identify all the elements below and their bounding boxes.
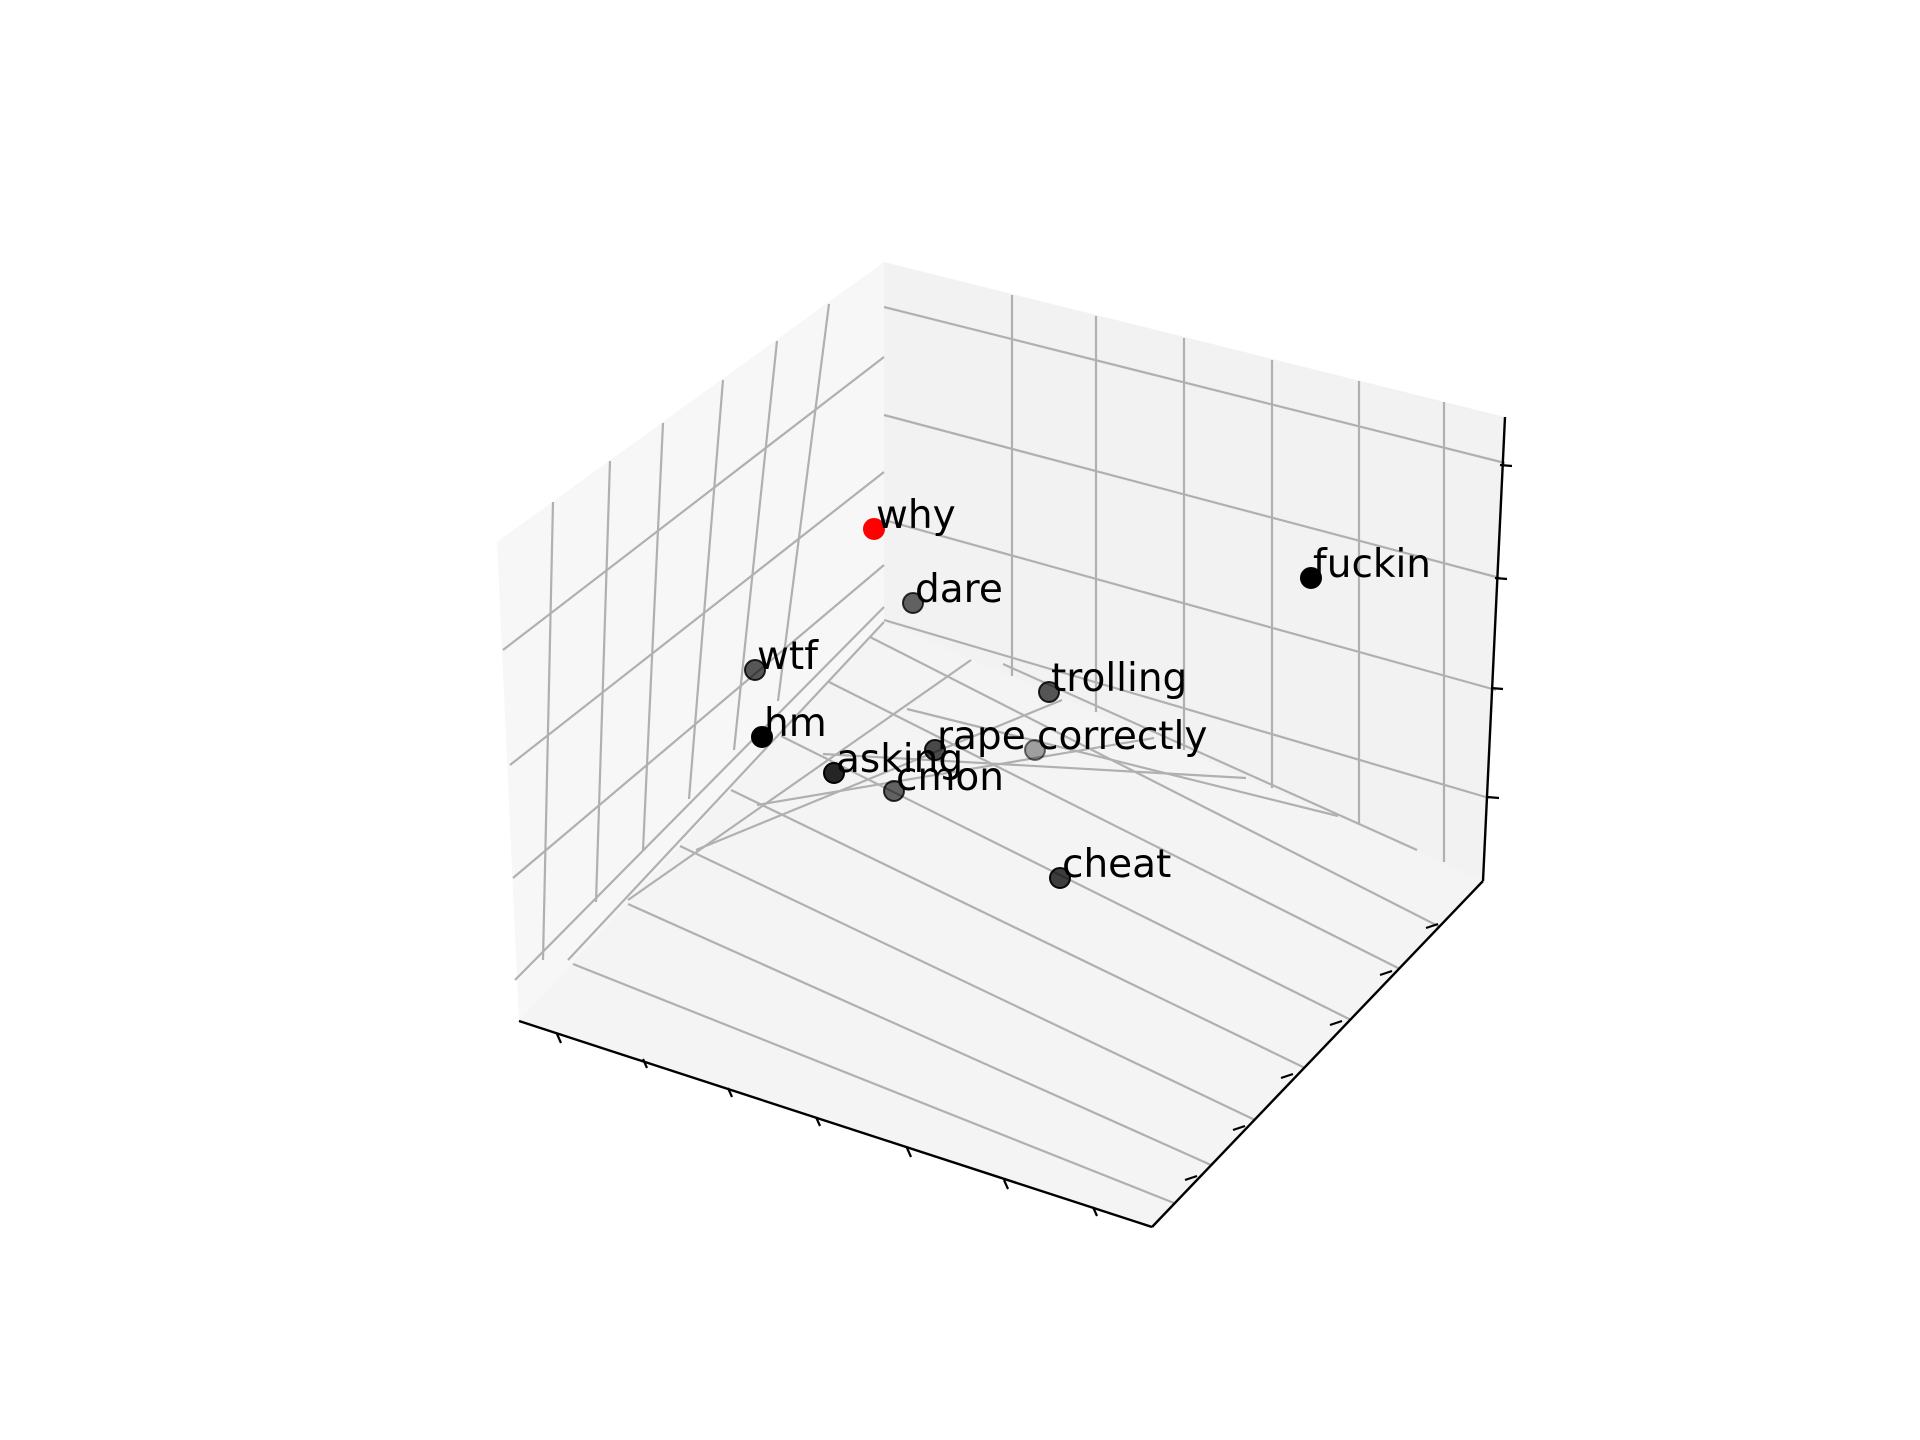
point-dare: dare [902,567,1003,614]
point-label-dare: dare [915,567,1003,612]
x-axis-tick-0 [555,1033,563,1044]
point-fuckin: fuckin [1300,542,1431,589]
left-pane-vgrid-3 [687,379,725,800]
point-cmon: cmon [883,755,1004,802]
x-axis-line [518,1019,1153,1229]
left-pane-hgrid-2 [512,564,885,879]
point-marker-wtf [744,659,766,681]
point-label-trolling: trolling [1051,656,1187,701]
x-axis-tick-1 [641,1058,649,1069]
x-axis-tick-2 [726,1087,734,1098]
point-cheat: cheat [1049,842,1171,889]
y-axis-tick-2 [1280,1072,1294,1080]
floor-grid-a-0 [567,621,885,961]
point-marker-hm [751,726,773,748]
y-axis-tick-3 [1329,1019,1343,1027]
floor-grid-b-1 [627,902,1212,1167]
point-marker-cmon [883,780,905,802]
z-axis-tick-0 [1486,795,1500,800]
point-marker-rape [924,739,946,761]
y-axis-tick-4 [1379,969,1393,977]
floor-grid-a-6 [1002,662,1418,852]
y-axis-tick-0 [1184,1174,1198,1182]
point-label-asking: asking [836,737,963,782]
data-points: why fuckin dare wtf trolling hm rape correctly a… [744,493,1431,889]
floor-grid-b-5 [828,681,1401,970]
y-axis-line [1151,880,1484,1228]
right-pane-hgrid-1 [883,413,1501,580]
floor-grid-a-3 [756,736,1155,807]
x-axis-tick-5 [1002,1179,1010,1190]
floor-grid-b-0 [572,962,1175,1205]
floor-grid-b-6 [869,636,1441,928]
floor-grid-a-4 [822,752,1247,780]
point-marker-fuckin [1300,567,1322,589]
point-marker-cheat [1049,867,1071,889]
x-axis-tick-6 [1091,1206,1099,1217]
axes [518,416,1507,1229]
point-label-rape: rape [937,714,1026,759]
point-wtf: wtf [744,634,819,681]
point-label-fuckin: fuckin [1313,542,1431,587]
left-pane-hgrid-0 [502,356,885,651]
floor-pane [519,622,1483,1227]
point-label-wtf: wtf [757,634,819,679]
point-label-cheat: cheat [1062,842,1171,887]
left-pane-vgrid-1 [594,460,612,903]
right-pane-hgrid-3 [883,618,1490,800]
floor-grid-a-2 [695,698,1063,852]
point-marker-asking [823,762,845,784]
z-axis-tick-2 [1494,576,1508,581]
point-trolling: trolling [1038,656,1187,703]
right-back-pane [884,262,1505,881]
point-rape: rape [924,714,1026,761]
left-pane-hgrid-1 [509,471,885,766]
left-pane-hgrid-3 [514,606,885,981]
right-pane-hgrid-0 [883,305,1506,465]
axis-ticks [555,463,1513,1217]
point-correctly: correctly [1024,714,1207,761]
y-axis-tick-1 [1232,1124,1246,1132]
z-axis-tick-3 [1499,463,1513,468]
point-label-why: why [876,493,956,538]
y-axis-tick-5 [1425,922,1439,930]
floor-grid-b-2 [679,845,1256,1121]
z-axis-tick-1 [1490,686,1504,691]
floor-grid-a-5 [906,707,1339,818]
floor-grid-a-1 [627,659,972,901]
point-label-correctly: correctly [1037,714,1207,759]
point-marker-dare [902,592,924,614]
point-marker-trolling [1038,681,1060,703]
floor-grid-b-3 [730,789,1306,1069]
left-pane-vgrid-4 [732,340,779,751]
right-pane-hgrid-2 [883,518,1497,692]
left-back-pane [497,262,884,1021]
x-axis-tick-3 [814,1116,822,1127]
x-axis-tick-4 [905,1147,913,1158]
point-marker-correctly [1024,739,1046,761]
point-hm: hm [751,701,827,748]
z-axis-line [1481,416,1507,882]
point-why: why [863,493,956,540]
left-pane-vgrid-5 [776,303,831,702]
point-asking: asking [823,737,963,784]
point-marker-why [863,518,885,540]
left-pane-vgrid-2 [641,422,665,851]
point-label-hm: hm [764,701,827,746]
point-label-cmon: cmon [896,755,1004,800]
left-pane-vgrid-0 [541,501,555,961]
grid-lines [502,295,1506,1205]
